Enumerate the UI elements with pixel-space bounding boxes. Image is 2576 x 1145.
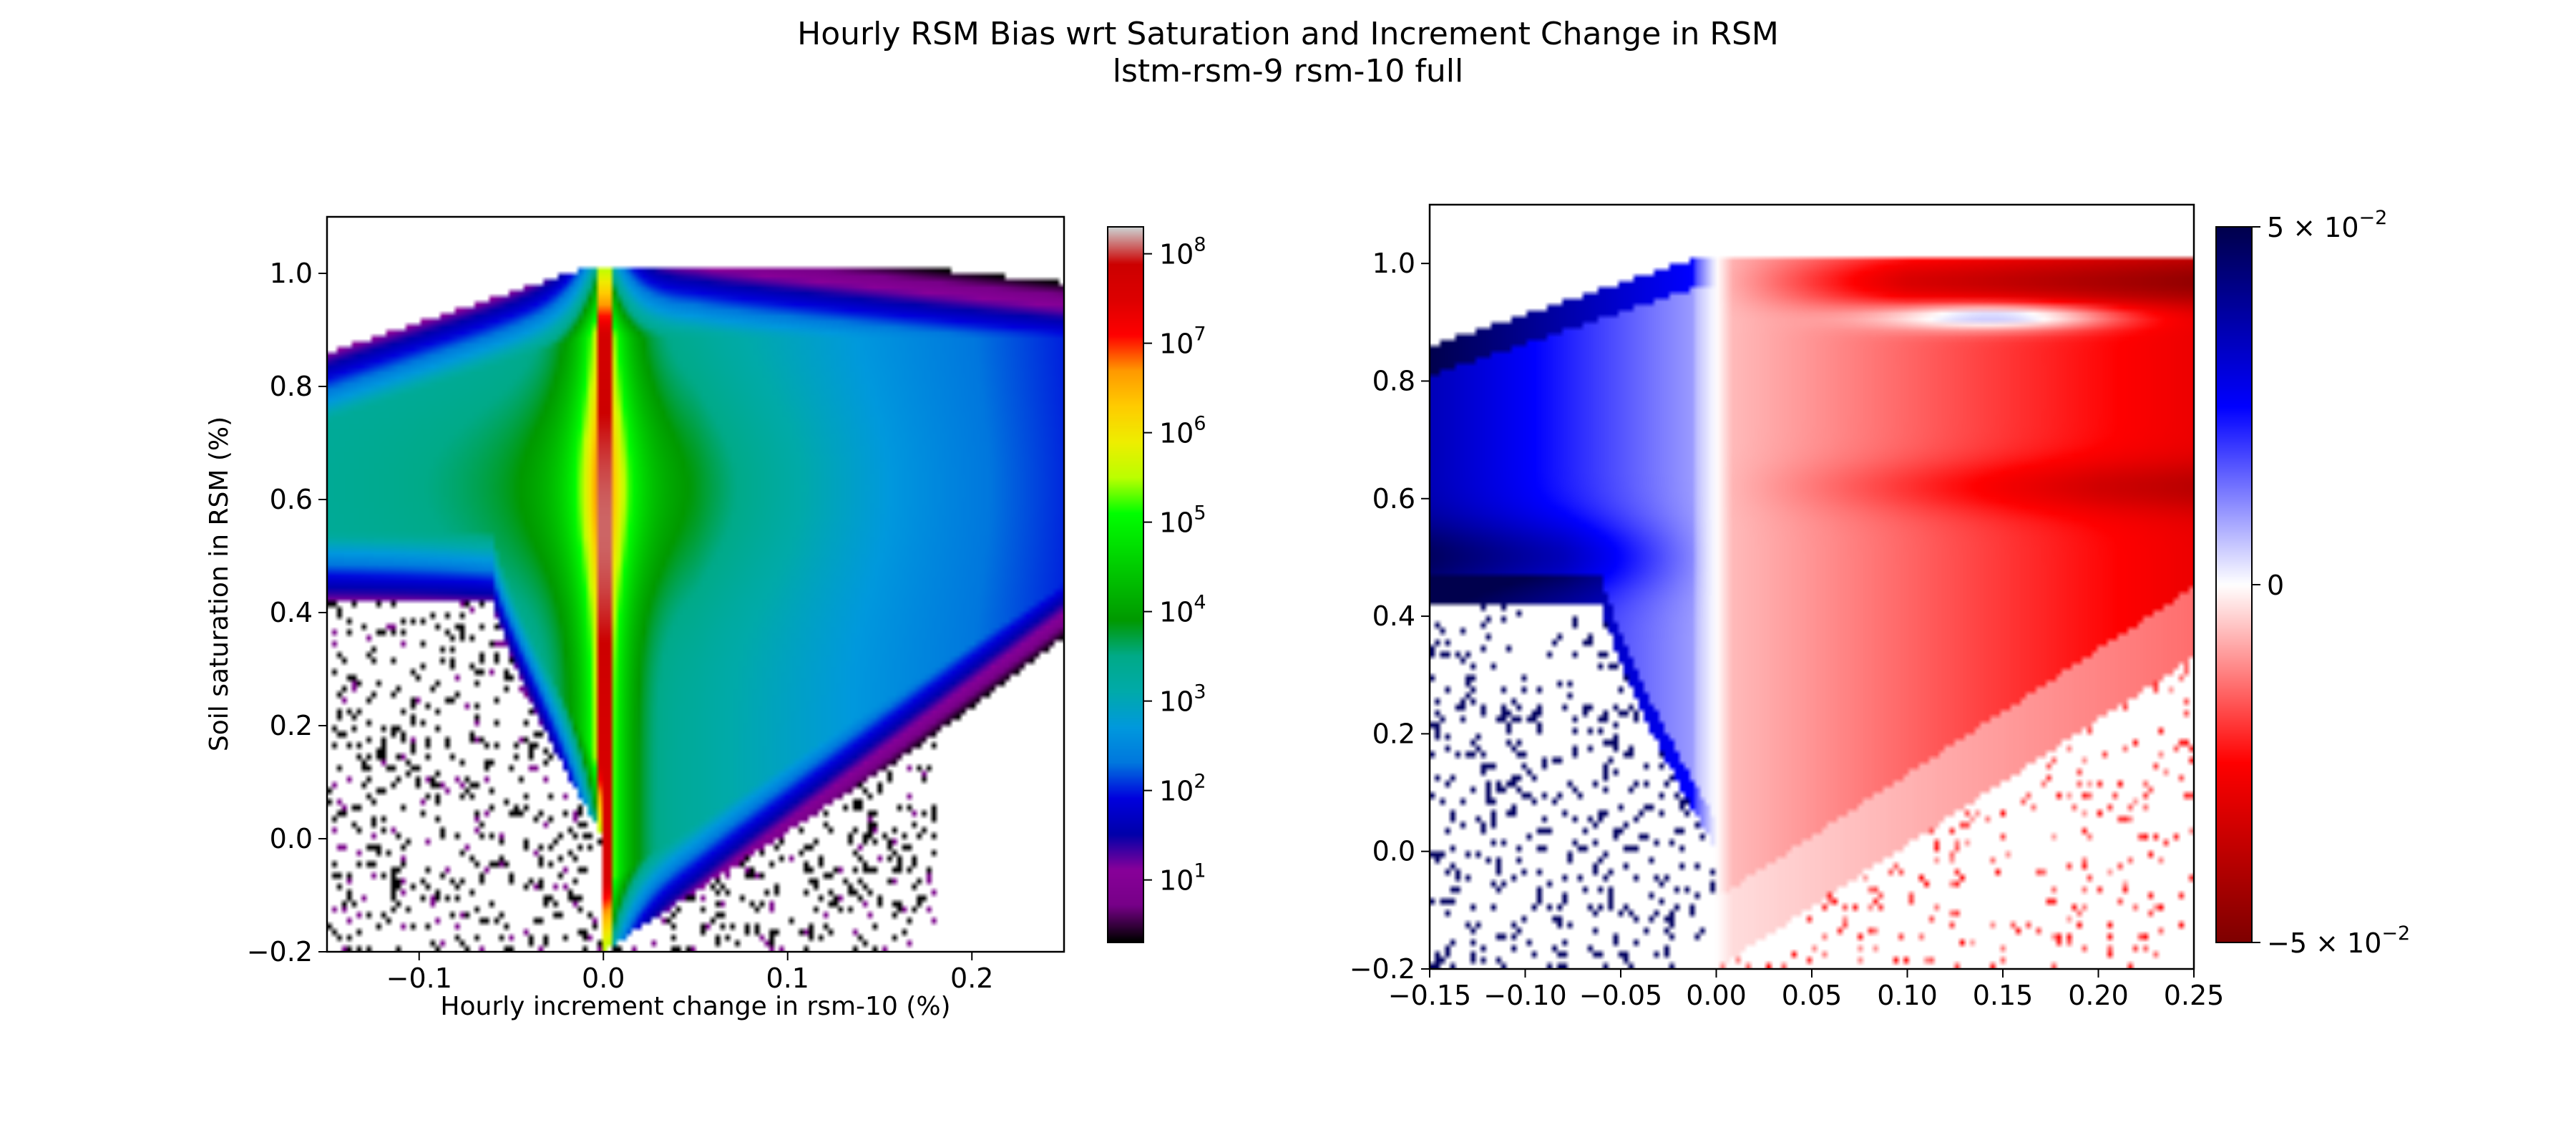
left-heatmap bbox=[327, 217, 1064, 952]
left-y-axis-label: Soil saturation in RSM (%) bbox=[205, 416, 234, 751]
left-x-tick-label: 0.0 bbox=[582, 963, 625, 994]
left-colorbar-tick-label: 105 bbox=[1159, 502, 1206, 539]
right-x-tick-label: 0.00 bbox=[1686, 980, 1747, 1011]
right-x-tick-label: −0.15 bbox=[1388, 980, 1471, 1011]
right-heatmap-image bbox=[1430, 205, 2194, 969]
right-y-ticks: −0.2 0.0 0.2 0.4 0.6 0.8 1.0 bbox=[1350, 248, 1430, 985]
right-x-tick-label: 0.05 bbox=[1782, 980, 1843, 1011]
right-x-tick-label: −0.10 bbox=[1483, 980, 1566, 1011]
right-colorbar: 5 × 10−2 0 −5 × 10−2 bbox=[2215, 207, 2410, 959]
left-y-tick-label: 0.4 bbox=[270, 597, 313, 628]
left-axes-frame bbox=[326, 215, 1065, 953]
left-colorbar-tick-label: 103 bbox=[1159, 681, 1206, 718]
left-colorbar-image bbox=[1108, 227, 1143, 942]
right-x-tick-label: 0.10 bbox=[1877, 980, 1938, 1011]
right-y-tick-label: −0.2 bbox=[1350, 953, 1415, 985]
left-heatmap-image bbox=[327, 217, 1064, 952]
left-x-ticks: −0.1 0.0 0.1 0.2 bbox=[386, 952, 993, 994]
right-colorbar-ticks: 5 × 10−2 0 −5 × 10−2 bbox=[2252, 207, 2410, 959]
right-x-tick-label: −0.05 bbox=[1579, 980, 1662, 1011]
right-y-tick-label: 0.6 bbox=[1372, 483, 1415, 515]
right-x-tick-label: 0.25 bbox=[2164, 980, 2225, 1011]
left-panel: −0.1 0.0 0.1 0.2 −0.2 0.0 0.2 0.4 0.6 0.8 1.0 Hou… bbox=[205, 215, 1206, 1021]
left-y-tick-label: 0.0 bbox=[270, 823, 313, 854]
right-y-tick-label: 0.8 bbox=[1372, 365, 1415, 396]
left-y-tick-label: 1.0 bbox=[270, 258, 313, 289]
right-x-ticks: −0.15 −0.10 −0.05 0.00 0.05 0.10 0.15 0.20 0.25 bbox=[1388, 969, 2225, 1011]
right-colorbar-tick-label: −5 × 10−2 bbox=[2267, 922, 2410, 959]
left-colorbar-tick-label: 102 bbox=[1159, 771, 1206, 807]
right-y-tick-label: 0.2 bbox=[1372, 718, 1415, 749]
left-x-tick-label: 0.1 bbox=[766, 963, 809, 994]
left-colorbar-tick-label: 104 bbox=[1159, 592, 1206, 628]
left-colorbar-tick-label: 108 bbox=[1159, 234, 1206, 271]
left-y-tick-label: −0.2 bbox=[247, 936, 313, 968]
right-heatmap bbox=[1430, 205, 2194, 969]
right-y-tick-label: 0.0 bbox=[1372, 836, 1415, 867]
right-panel: −0.15 −0.10 −0.05 0.00 0.05 0.10 0.15 0.20 0.25 … bbox=[1350, 203, 2410, 1011]
left-y-tick-label: 0.8 bbox=[270, 371, 313, 402]
figure-subtitle: lstm-rsm-9 rsm-10 full bbox=[1113, 53, 1463, 89]
left-y-ticks: −0.2 0.0 0.2 0.4 0.6 0.8 1.0 bbox=[247, 258, 327, 968]
left-colorbar: 101 102 103 104 105 106 107 108 bbox=[1107, 226, 1206, 943]
right-colorbar-tick-label: 5 × 10−2 bbox=[2267, 207, 2387, 243]
left-colorbar-ticks: 101 102 103 104 105 106 107 108 bbox=[1143, 234, 1206, 897]
left-colorbar-frame bbox=[1107, 226, 1144, 943]
left-y-tick-label: 0.2 bbox=[270, 710, 313, 741]
figure-title: Hourly RSM Bias wrt Saturation and Incre… bbox=[797, 16, 1779, 52]
right-x-tick-label: 0.15 bbox=[1973, 980, 2034, 1011]
left-y-tick-label: 0.6 bbox=[270, 484, 313, 515]
left-colorbar-tick-label: 106 bbox=[1159, 413, 1206, 449]
left-colorbar-tick-label: 101 bbox=[1159, 860, 1206, 897]
left-x-tick-label: −0.1 bbox=[386, 963, 452, 994]
right-colorbar-image bbox=[2216, 227, 2252, 942]
left-colorbar-tick-label: 107 bbox=[1159, 323, 1206, 360]
right-y-tick-label: 0.4 bbox=[1372, 600, 1415, 632]
right-x-tick-label: 0.20 bbox=[2068, 980, 2129, 1011]
left-x-axis-label: Hourly increment change in rsm-10 (%) bbox=[440, 992, 950, 1021]
right-y-tick-label: 1.0 bbox=[1372, 248, 1415, 279]
right-colorbar-tick-label: 0 bbox=[2267, 570, 2284, 601]
left-x-tick-label: 0.2 bbox=[950, 963, 993, 994]
